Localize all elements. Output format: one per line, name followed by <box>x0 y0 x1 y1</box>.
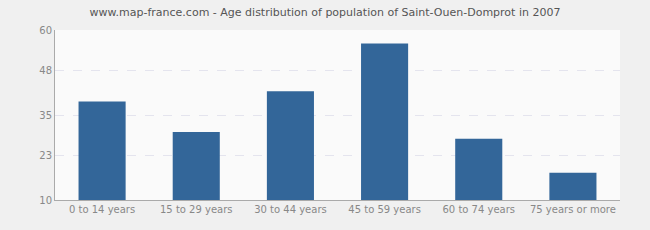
svg-text:15 to 29 years: 15 to 29 years <box>160 204 233 215</box>
svg-text:10: 10 <box>39 195 52 206</box>
svg-text:0 to 14 years: 0 to 14 years <box>69 204 135 215</box>
svg-text:35: 35 <box>39 110 52 121</box>
svg-text:23: 23 <box>39 150 52 161</box>
svg-text:www.map-france.com - Age distr: www.map-france.com - Age distribution of… <box>90 6 561 19</box>
svg-text:75 years or more: 75 years or more <box>530 204 616 215</box>
svg-text:48: 48 <box>39 65 52 76</box>
svg-text:60 to 74 years: 60 to 74 years <box>442 204 515 215</box>
svg-text:60: 60 <box>39 25 52 36</box>
svg-text:30 to 44 years: 30 to 44 years <box>254 204 327 215</box>
svg-text:45 to 59 years: 45 to 59 years <box>348 204 421 215</box>
